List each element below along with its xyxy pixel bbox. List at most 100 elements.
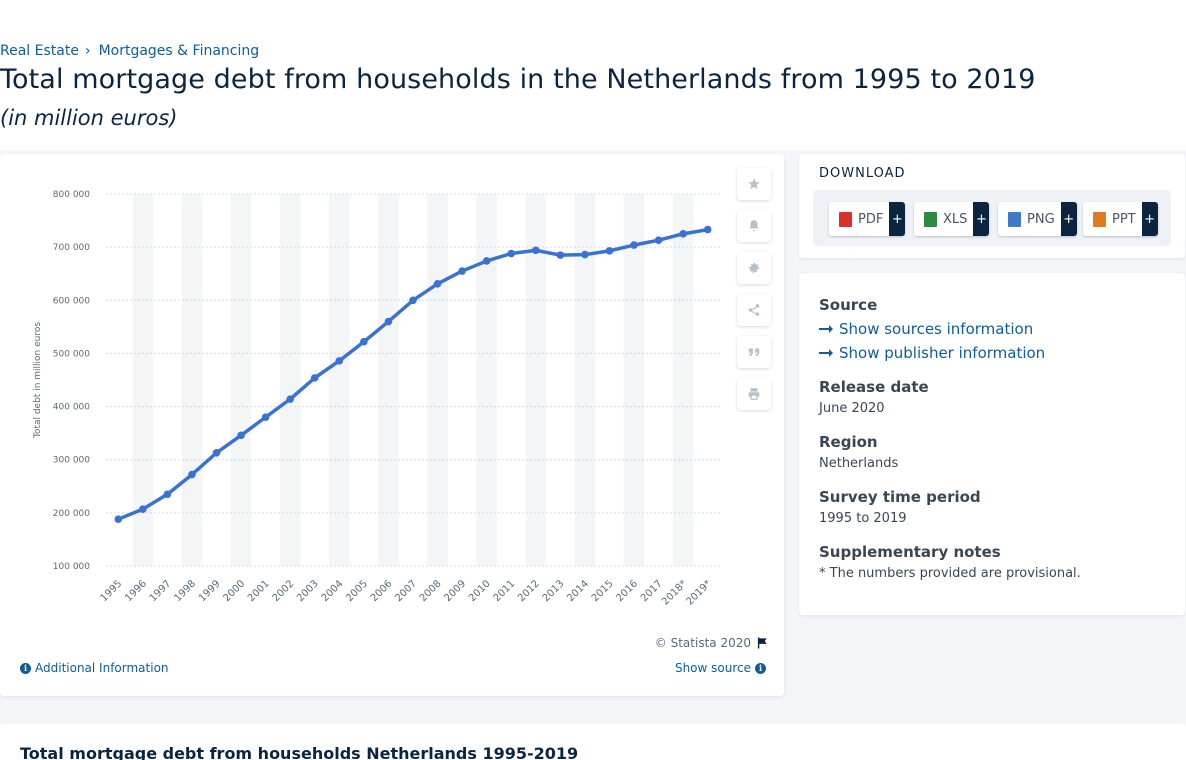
x-tick-label: 2009: [442, 578, 468, 604]
x-tick-label: 1996: [123, 578, 149, 604]
y-axis-label: Total debt in million euros: [33, 322, 43, 439]
download-pdf-label: PDF: [858, 211, 884, 227]
x-tick-label: 2019*: [685, 578, 714, 607]
download-title: DOWNLOAD: [819, 166, 906, 181]
pdf-file-icon: [839, 211, 852, 227]
x-tick-label: 2001: [246, 578, 272, 604]
breadcrumb-mortgages-financing[interactable]: Mortgages & Financing: [98, 43, 260, 59]
arrow-right-icon: [819, 325, 833, 333]
additional-information-label: Additional Information: [35, 661, 169, 675]
y-tick-label: 100 000: [53, 562, 90, 572]
download-pdf-button[interactable]: PDF +: [829, 202, 906, 236]
data-point: [310, 374, 319, 382]
copyright-text: © Statista 2020: [654, 636, 751, 650]
supplementary-notes-label: Supplementary notes: [819, 543, 1001, 561]
download-png-button[interactable]: PNG +: [998, 202, 1077, 236]
download-xls-label: XLS: [943, 211, 968, 227]
release-date-value: June 2020: [819, 401, 885, 416]
description-title: Total mortgage debt from households Neth…: [20, 744, 579, 760]
column-band: [525, 194, 547, 566]
data-point: [384, 317, 393, 326]
x-tick-label: 2005: [344, 578, 370, 604]
png-file-icon: [1008, 211, 1021, 227]
column-band: [623, 194, 645, 566]
source-label: Source: [819, 296, 878, 314]
x-tick-label: 2013: [541, 578, 567, 604]
share-icon[interactable]: [737, 294, 771, 326]
column-band: [378, 194, 399, 566]
print-icon[interactable]: [737, 378, 771, 410]
region-value: Netherlands: [819, 456, 899, 471]
x-tick-label: 1995: [99, 578, 125, 604]
download-png-label: PNG: [1027, 211, 1055, 227]
x-tick-label: 2015: [590, 578, 616, 604]
data-point: [630, 241, 638, 249]
show-source-label: Show source: [674, 661, 751, 675]
y-tick-label: 500 000: [53, 349, 90, 359]
download-card: DOWNLOAD PDF + XLS + PNG + PPT +: [799, 154, 1185, 258]
survey-period-label: Survey time period: [819, 488, 981, 506]
show-publisher-link[interactable]: Show publisher information: [819, 344, 1045, 362]
ppt-file-icon: [1093, 211, 1106, 227]
column-band: [427, 194, 448, 566]
flag-icon[interactable]: [757, 637, 768, 649]
data-point: [188, 470, 196, 479]
x-tick-label: 1998: [172, 578, 198, 604]
x-tick-label: 2018*: [660, 578, 689, 607]
show-source-link[interactable]: Show source i: [675, 661, 766, 675]
x-tick-label: 2016: [614, 578, 640, 604]
page-subtitle: (in million euros): [0, 106, 178, 130]
column-band: [329, 194, 350, 566]
column-band: [132, 194, 154, 566]
show-publisher-label: Show publisher information: [839, 344, 1046, 362]
column-band: [279, 194, 301, 566]
data-point: [654, 236, 663, 245]
download-ppt-button[interactable]: PPT +: [1083, 202, 1158, 236]
data-point: [409, 296, 417, 305]
show-sources-link[interactable]: Show sources information: [819, 320, 1033, 338]
x-tick-label: 1997: [148, 578, 174, 604]
x-tick-label: 2008: [418, 578, 444, 604]
x-tick-label: 1999: [197, 578, 223, 604]
column-band: [574, 194, 596, 566]
x-tick-label: 2011: [492, 578, 518, 604]
statistic-details-card: Source Show sources information Show pub…: [799, 273, 1185, 615]
data-point: [581, 250, 589, 259]
x-tick-label: 2007: [393, 578, 419, 604]
gear-icon[interactable]: [737, 252, 771, 284]
series-line: [117, 227, 709, 521]
bell-icon[interactable]: [737, 210, 771, 242]
info-icon: i: [755, 662, 766, 674]
column-band: [230, 194, 252, 566]
data-point: [507, 249, 516, 258]
star-icon[interactable]: [737, 168, 771, 200]
data-point: [703, 225, 712, 234]
y-tick-label: 600 000: [53, 296, 90, 306]
y-tick-label: 800 000: [53, 190, 90, 200]
data-point: [163, 490, 172, 499]
header-area: [0, 0, 1186, 150]
xls-file-icon: [924, 211, 937, 227]
chart-toolbar: [737, 168, 771, 410]
data-point: [360, 337, 368, 346]
y-tick-label: 300 000: [53, 456, 90, 466]
y-tick-label: 400 000: [53, 403, 90, 413]
additional-information-link[interactable]: i Additional Information: [20, 661, 169, 675]
column-band: [181, 194, 203, 566]
breadcrumb-separator: ›: [84, 43, 91, 59]
data-point: [114, 515, 123, 524]
data-point: [532, 246, 540, 255]
x-tick-label: 2004: [320, 578, 346, 604]
chart-card: 100 000 200 000 300 000 400 000 500 000 600 0…: [0, 154, 784, 696]
description-card: Total mortgage debt from households Neth…: [0, 724, 1186, 760]
region-label: Region: [819, 433, 878, 451]
data-point: [237, 431, 245, 440]
breadcrumb-real-estate[interactable]: Real Estate: [0, 43, 79, 59]
info-icon: i: [20, 662, 31, 674]
copyright: © Statista 2020: [655, 636, 768, 650]
download-xls-button[interactable]: XLS +: [914, 202, 990, 236]
quote-icon[interactable]: [737, 336, 771, 368]
x-tick-label: 2000: [221, 578, 247, 604]
data-point: [556, 251, 565, 259]
y-tick-label: 200 000: [53, 509, 90, 519]
